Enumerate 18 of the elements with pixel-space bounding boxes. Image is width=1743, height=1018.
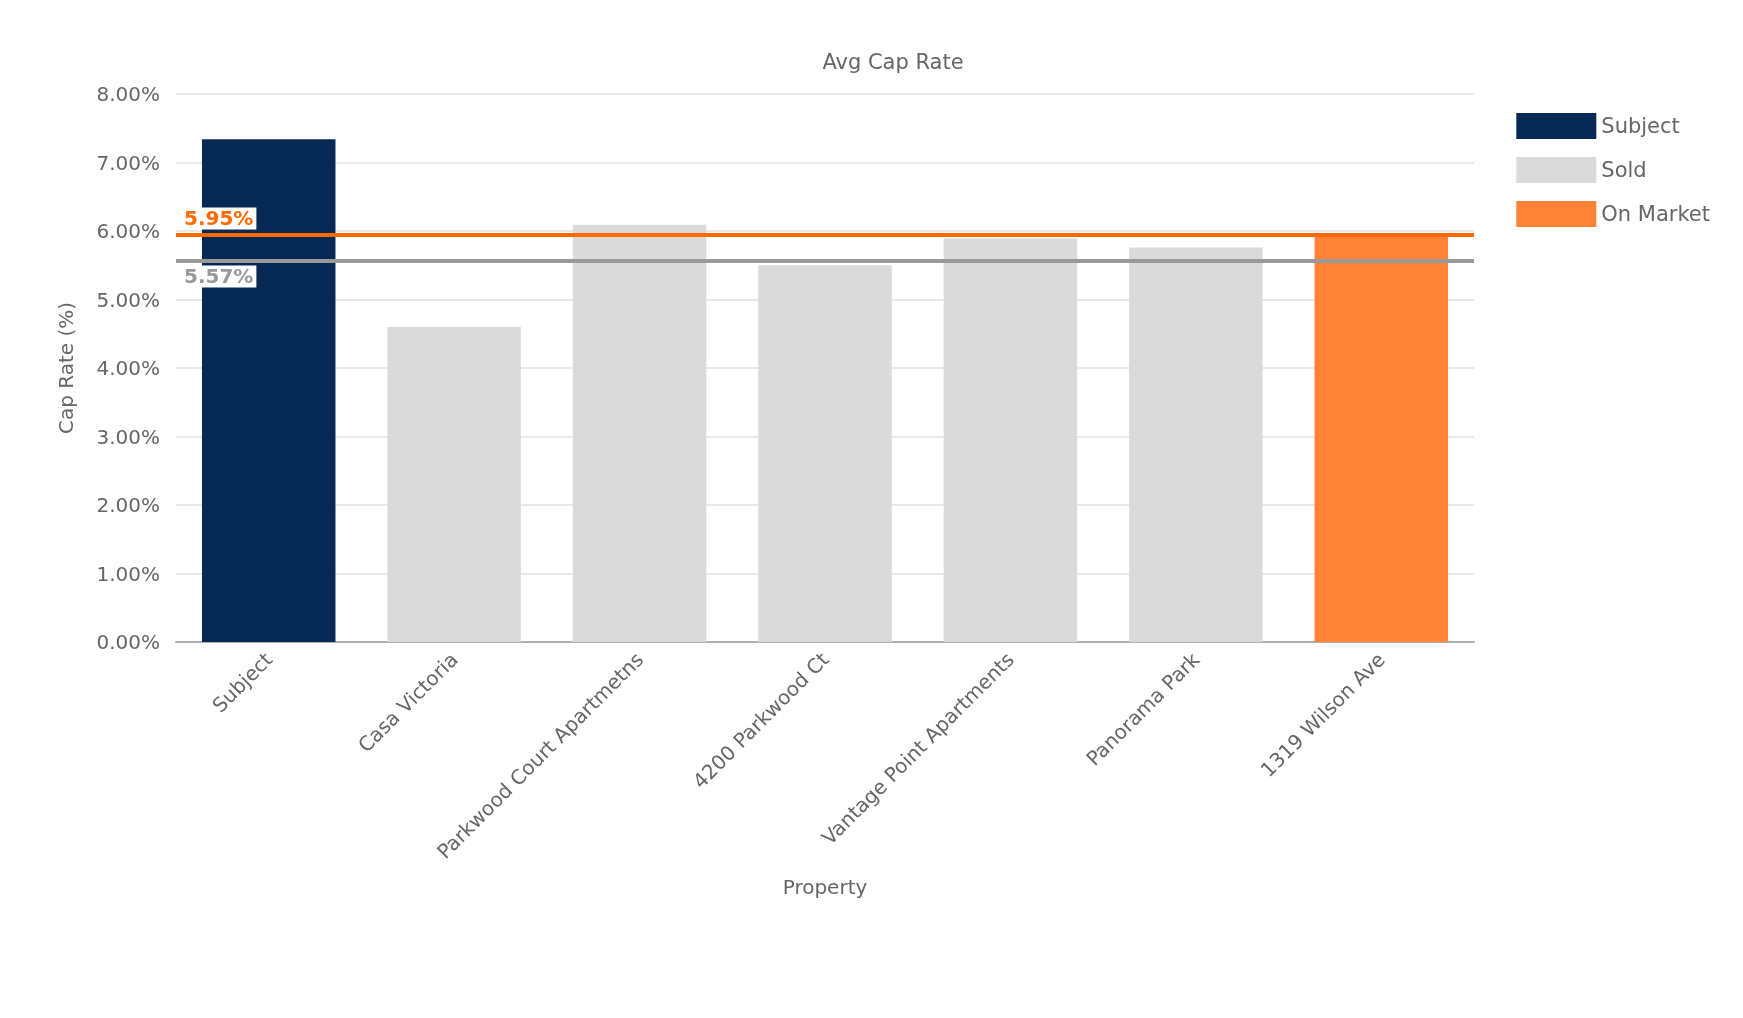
y-tick-label: 7.00% [96,150,160,175]
ref-line-label: 5.95% [184,206,254,231]
x-axis-title: Property [782,875,868,899]
legend-label: Sold [1601,158,1647,182]
y-tick-label: 5.00% [96,287,160,312]
y-tick-label: 8.00% [96,82,160,106]
y-tick-label: 0.00% [96,630,160,654]
y-tick-label: 4.00% [96,356,160,380]
legend-label: Subject [1601,114,1680,138]
y-tick-label: 1.00% [96,561,160,586]
ref-line-label: 5.57% [184,264,254,289]
y-tick-label: 6.00% [96,219,160,243]
legend-label: On Market [1601,202,1710,226]
y-tick-label: 2.00% [96,493,160,517]
y-axis-title: Cap Rate (%) [54,301,78,435]
bar [1314,234,1449,642]
y-tick-label: 3.00% [96,424,160,449]
chart-title: Avg Cap Rate [822,49,964,74]
